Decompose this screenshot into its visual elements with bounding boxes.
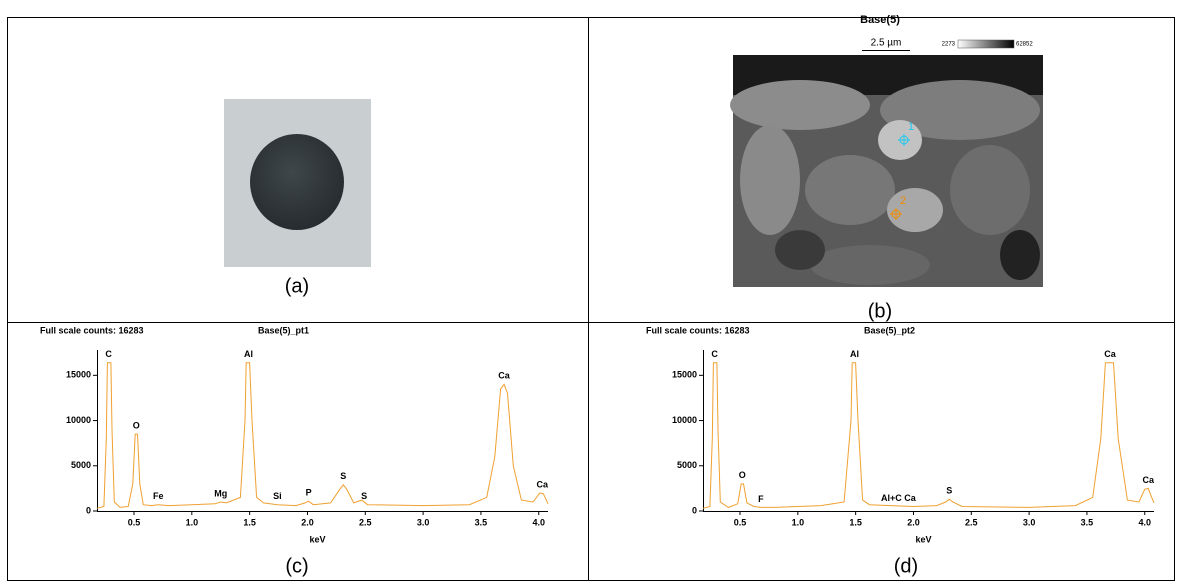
sem-image (730, 55, 1043, 287)
peak-label: Ca (536, 479, 548, 489)
peak-label: Al (244, 349, 253, 359)
colorbar-min: 2273 (942, 42, 956, 48)
x-tick-label: 4.0 (1138, 517, 1151, 527)
peak-label: Mg (214, 488, 227, 498)
peak-label: Ca (1142, 475, 1154, 485)
scale-bar-label: 2.5 µm (871, 38, 902, 49)
y-tick-label: 0 (86, 505, 91, 515)
panel-label: (a) (285, 275, 309, 297)
point-label: 1 (908, 121, 914, 133)
y-tick-label: 5000 (677, 460, 697, 470)
x-tick-label: 0.5 (128, 517, 141, 527)
x-tick-label: 2.0 (301, 517, 314, 527)
chart-title: Base(5)_pt1 (258, 325, 309, 335)
peak-label: C (105, 349, 112, 359)
colorbar-max: 62852 (1016, 42, 1033, 48)
x-tick-label: 0.5 (734, 517, 747, 527)
peak-label: P (306, 487, 312, 497)
x-tick-label: 3.5 (475, 517, 488, 527)
peak-label: Si (273, 491, 282, 501)
colorbar (957, 39, 1015, 49)
panel-label: (c) (285, 555, 308, 577)
panel-label: (d) (894, 555, 918, 577)
x-tick-label: 4.0 (532, 517, 545, 527)
x-tick-label: 2.5 (965, 517, 978, 527)
y-tick-label: 10000 (66, 415, 91, 425)
chart-header: Full scale counts: 16283 (40, 325, 144, 335)
sem-title: Base(5) (860, 14, 900, 26)
y-tick-label: 5000 (71, 460, 91, 470)
x-tick-label: 3.0 (1023, 517, 1036, 527)
x-tick-label: 1.5 (243, 517, 256, 527)
y-tick-label: 15000 (66, 370, 91, 380)
peak-label: Al (850, 349, 859, 359)
chart-header: Full scale counts: 16283 (646, 325, 750, 335)
peak-label: S (340, 471, 346, 481)
point-marker (890, 208, 902, 220)
peak-label: S (946, 486, 952, 496)
x-tick-label: 2.0 (907, 517, 920, 527)
chart-title: Base(5)_pt2 (864, 325, 915, 335)
x-tick-label: 1.5 (849, 517, 862, 527)
x-tick-label: 1.0 (792, 517, 805, 527)
y-tick-label: 15000 (672, 370, 697, 380)
peak-label: F (758, 494, 764, 504)
peak-label: Ca (1104, 349, 1116, 359)
x-tick-label: 2.5 (359, 517, 372, 527)
point-marker (898, 134, 910, 146)
peak-label: C (711, 349, 718, 359)
x-axis-label: keV (309, 534, 325, 544)
x-tick-label: 1.0 (186, 517, 199, 527)
peak-label: Ca (498, 371, 510, 381)
x-tick-label: 3.5 (1081, 517, 1094, 527)
peak-label: O (739, 470, 746, 480)
spectrum-line (702, 362, 1155, 509)
peak-label: Fe (153, 491, 164, 501)
peak-label: O (133, 420, 140, 430)
x-axis-label: keV (915, 534, 931, 544)
panel-label: (b) (868, 300, 892, 322)
spectrum-line (96, 362, 549, 509)
y-tick-label: 10000 (672, 415, 697, 425)
peak-label: Al+C Ca (881, 493, 917, 503)
x-tick-label: 3.0 (417, 517, 430, 527)
y-tick-label: 0 (692, 505, 697, 515)
peak-label: S (361, 491, 367, 501)
sample-disc (250, 134, 344, 230)
point-label: 2 (900, 195, 906, 207)
